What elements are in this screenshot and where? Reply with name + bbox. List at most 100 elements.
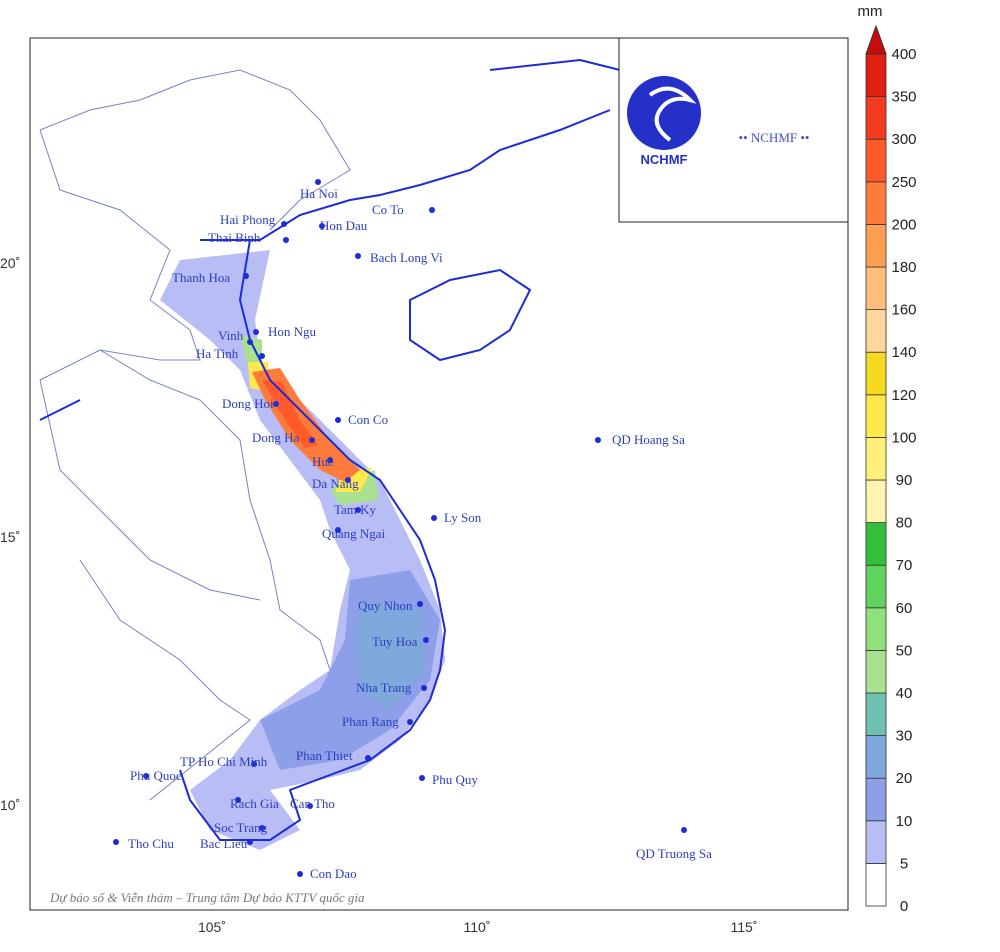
lon-label: 115˚ bbox=[731, 919, 758, 935]
place-dot bbox=[251, 761, 257, 767]
legend-tick-label: 90 bbox=[896, 472, 913, 489]
place-dot bbox=[297, 871, 303, 877]
legend-over-arrow bbox=[865, 24, 887, 55]
place-dot bbox=[423, 637, 429, 643]
place-label: Hon Ngu bbox=[268, 324, 317, 339]
place-label: Hai Phong bbox=[220, 212, 276, 227]
place-dot bbox=[259, 825, 265, 831]
place-label: Phu Quoc bbox=[130, 768, 182, 783]
legend-tick-label: 120 bbox=[891, 387, 916, 404]
lon-label: 105˚ bbox=[198, 919, 226, 935]
place-dot bbox=[429, 207, 435, 213]
lat-label: 10˚ bbox=[0, 797, 20, 813]
place-label: Quang Ngai bbox=[322, 526, 386, 541]
legend-tick-label: 200 bbox=[891, 216, 916, 233]
place-label: Bach Long Vi bbox=[370, 250, 443, 265]
legend-tick-label: 250 bbox=[891, 174, 916, 191]
legend-swatch bbox=[865, 479, 887, 523]
legend-swatch bbox=[865, 394, 887, 438]
place-label: Dong Ha bbox=[252, 430, 300, 445]
legend-tick-label: 5 bbox=[900, 855, 908, 872]
place-dot bbox=[315, 179, 321, 185]
place-dot bbox=[327, 457, 333, 463]
place-label: QD Truong Sa bbox=[636, 846, 712, 861]
legend-swatch bbox=[865, 266, 887, 310]
place-label: Vinh bbox=[218, 328, 244, 343]
place-dot bbox=[247, 339, 253, 345]
legend-tick-label: 180 bbox=[891, 259, 916, 276]
legend-swatch bbox=[865, 138, 887, 183]
lat-label: 20˚ bbox=[0, 255, 20, 271]
legend-swatch bbox=[865, 607, 887, 651]
legend-tick-label: 10 bbox=[896, 813, 913, 830]
place-dot bbox=[355, 253, 361, 259]
rain-area bbox=[240, 335, 378, 505]
place-dot bbox=[335, 527, 341, 533]
place-dot bbox=[595, 437, 601, 443]
place-dot bbox=[407, 719, 413, 725]
legend-swatch bbox=[865, 863, 887, 907]
legend-swatch bbox=[865, 309, 887, 353]
place-dot bbox=[319, 223, 325, 229]
legend-swatch bbox=[865, 53, 887, 97]
legend-swatch bbox=[865, 564, 887, 609]
logo-wave bbox=[648, 86, 697, 142]
place-dot bbox=[247, 839, 253, 845]
place-label: Co To bbox=[372, 202, 404, 217]
place-dot bbox=[355, 507, 361, 513]
place-label: Hon Dau bbox=[320, 218, 368, 233]
place-label: Ly Son bbox=[444, 510, 482, 525]
place-dot bbox=[143, 773, 149, 779]
place-dot bbox=[421, 685, 427, 691]
legend-swatch bbox=[865, 223, 887, 268]
place-label: Phan Thiet bbox=[296, 748, 353, 763]
place-dot bbox=[307, 803, 313, 809]
place-dot bbox=[345, 477, 351, 483]
place-dot bbox=[259, 353, 265, 359]
place-dot bbox=[681, 827, 687, 833]
place-dot bbox=[431, 515, 437, 521]
legend-tick-label: 0 bbox=[900, 898, 908, 915]
legend-tick-label: 20 bbox=[896, 770, 913, 787]
legend-tick-label: 60 bbox=[896, 600, 913, 617]
place-dot bbox=[365, 755, 371, 761]
place-label: Da Nang bbox=[312, 476, 359, 491]
logo-text: NCHMF bbox=[641, 152, 688, 167]
rain-area bbox=[262, 380, 318, 448]
place-label: Rach Gia bbox=[230, 796, 279, 811]
place-label: TP Ho Chi Minh bbox=[180, 754, 268, 769]
place-label: Ha Tinh bbox=[196, 346, 239, 361]
legend-swatch bbox=[865, 181, 887, 225]
legend-tick-label: 40 bbox=[896, 685, 913, 702]
place-dot bbox=[335, 417, 341, 423]
place-dot bbox=[253, 329, 259, 335]
place-label: Phu Quy bbox=[432, 772, 478, 787]
place-dot bbox=[283, 237, 289, 243]
legend-swatch bbox=[865, 522, 887, 566]
place-dot bbox=[113, 839, 119, 845]
lon-label: 110˚ bbox=[464, 919, 491, 935]
place-dot bbox=[243, 273, 249, 279]
place-label: Con Dao bbox=[310, 866, 357, 881]
place-label: Ha Noi bbox=[300, 186, 338, 201]
place-dot bbox=[417, 601, 423, 607]
rain-area bbox=[355, 600, 425, 710]
coastline bbox=[39, 58, 621, 841]
place-label: Thai Binh bbox=[208, 230, 261, 245]
place-dot bbox=[419, 775, 425, 781]
legend-tick-label: 350 bbox=[891, 89, 916, 106]
place-label: Quy Nhon bbox=[358, 598, 413, 613]
place-label: Tuy Hoa bbox=[372, 634, 418, 649]
logo-banner: •• NCHMF •• bbox=[739, 130, 810, 145]
place-label: Thanh Hoa bbox=[172, 270, 230, 285]
lat-label: 15˚ bbox=[0, 529, 20, 545]
legend-tick-label: 70 bbox=[896, 557, 913, 574]
place-label: Hue bbox=[312, 454, 334, 469]
legend-swatch bbox=[865, 777, 887, 822]
legend-tick-label: 80 bbox=[896, 515, 913, 532]
legend-swatch bbox=[865, 692, 887, 736]
place-label: Nha Trang bbox=[356, 680, 412, 695]
place-label: Dong Hoi bbox=[222, 396, 274, 411]
